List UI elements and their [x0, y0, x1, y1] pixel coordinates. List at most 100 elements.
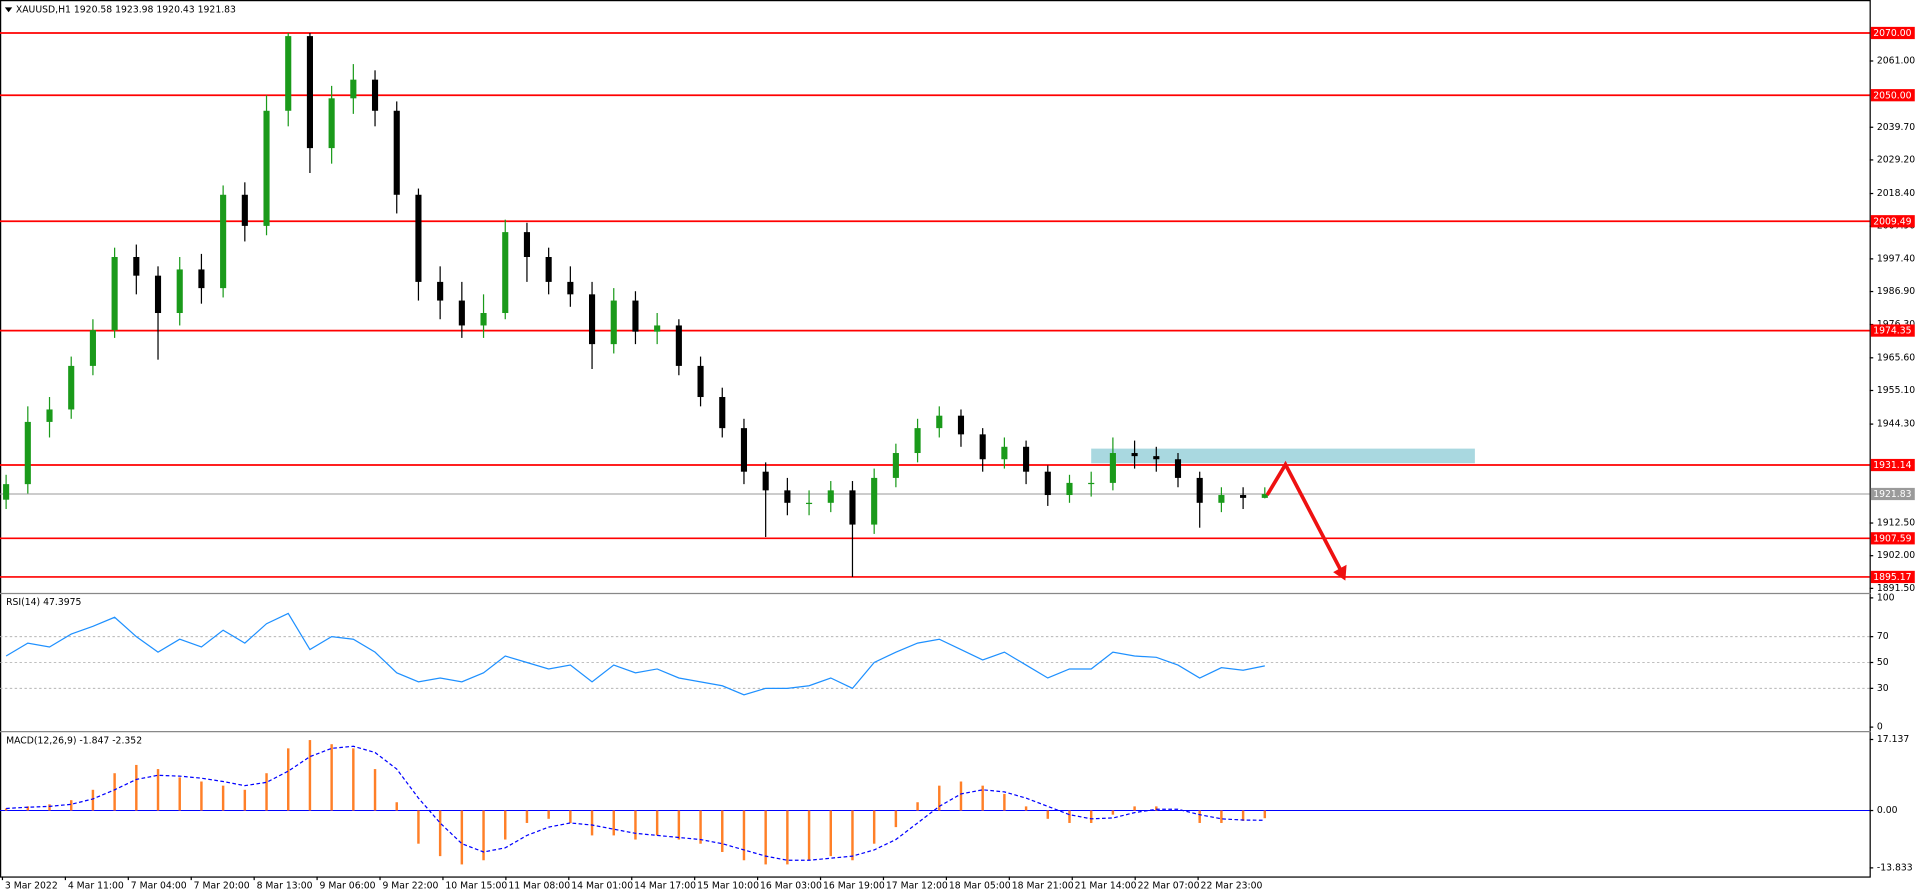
- macd-bar: [981, 785, 984, 811]
- candle-body: [328, 98, 335, 149]
- candle-body: [1174, 459, 1182, 478]
- macd-bar: [634, 810, 637, 840]
- candle-body: [263, 110, 270, 226]
- macd-bar: [764, 810, 767, 865]
- macd-bar: [872, 810, 876, 844]
- macd-bar: [1111, 810, 1115, 815]
- candle-body: [1153, 456, 1160, 460]
- candle-body: [220, 194, 227, 289]
- candle-body: [133, 257, 140, 276]
- macd-bar: [1133, 806, 1136, 811]
- level-label: 1974.35: [1873, 326, 1911, 337]
- macd-bar: [851, 810, 854, 861]
- x-tick-label: 3 Mar 2022: [5, 881, 58, 892]
- macd-bar: [1089, 810, 1093, 823]
- macd-bar: [265, 773, 268, 811]
- candle-body: [957, 415, 965, 435]
- y-tick-label: 2039.70: [1877, 122, 1915, 133]
- candle-body: [827, 490, 834, 503]
- candle-body: [1196, 477, 1203, 503]
- candle-body: [588, 294, 596, 345]
- x-tick-label: 18 Mar 05:00: [949, 881, 1011, 892]
- macd-bar: [417, 810, 420, 844]
- macd-bar: [156, 769, 160, 811]
- candle-body: [654, 325, 661, 332]
- x-tick-label: 22 Mar 07:00: [1138, 881, 1200, 892]
- macd-bar: [655, 810, 659, 836]
- rsi-title: RSI(14) 47.3975: [6, 597, 81, 608]
- x-tick-label: 4 Mar 11:00: [68, 881, 124, 892]
- macd-bar: [959, 781, 963, 811]
- x-tick-label: 18 Mar 21:00: [1012, 881, 1074, 892]
- level-label-box: [1870, 89, 1915, 102]
- candle-body: [154, 275, 162, 314]
- macd-bar: [894, 810, 898, 828]
- level-label: 1907.59: [1873, 533, 1911, 544]
- macd-bar: [221, 785, 225, 811]
- candle-body: [914, 428, 921, 454]
- x-tick-label: 15 Mar 10:00: [697, 881, 759, 892]
- candle-body: [806, 502, 813, 505]
- candle-body: [1131, 453, 1138, 457]
- candle-body: [176, 269, 183, 314]
- macd-bar: [786, 810, 789, 865]
- candle-body: [523, 232, 531, 258]
- candle-body: [632, 300, 639, 332]
- last-price-box: [1870, 487, 1915, 501]
- candle-body: [740, 428, 748, 472]
- macd-bar: [4, 808, 8, 811]
- last-price-label: 1921.83: [1873, 489, 1911, 500]
- candle-body: [784, 490, 791, 503]
- y-tick-label: 50: [1877, 657, 1889, 668]
- candle-body: [567, 281, 574, 295]
- macd-bar: [48, 804, 51, 811]
- forecast-arrow: [1265, 460, 1343, 571]
- candle-body: [1023, 446, 1030, 472]
- x-tick-label: 9 Mar 22:00: [382, 881, 438, 892]
- candle-body: [415, 194, 422, 282]
- y-tick-label: 1986.90: [1877, 286, 1915, 297]
- macd-bar: [438, 810, 442, 857]
- y-tick-label: 1912.50: [1877, 518, 1915, 529]
- candle-body: [68, 365, 75, 410]
- y-tick-label: 1891.50: [1877, 583, 1915, 594]
- y-tick-label: 0: [1877, 722, 1883, 733]
- rsi-line: [5, 612, 1265, 696]
- macd-bar: [829, 810, 832, 857]
- level-label: 2070.00: [1873, 28, 1911, 39]
- candle-body: [610, 300, 617, 345]
- candle-body: [437, 281, 444, 301]
- resistance-zone: [1091, 448, 1475, 464]
- macd-bar: [1046, 810, 1050, 819]
- level-label-box: [1870, 324, 1915, 337]
- x-tick-label: 14 Mar 17:00: [634, 881, 696, 892]
- candle-body: [1109, 453, 1116, 483]
- macd-bar: [26, 806, 30, 811]
- x-tick-label: 16 Mar 19:00: [823, 881, 885, 892]
- y-tick-label: -13.833: [1877, 862, 1913, 873]
- candle-body: [871, 477, 878, 525]
- y-tick-label: 70: [1877, 631, 1889, 642]
- candle-body: [480, 313, 487, 326]
- candle-body: [1218, 495, 1225, 503]
- macd-bar: [287, 748, 290, 811]
- candle-body: [285, 36, 292, 111]
- macd-bar: [699, 810, 702, 844]
- macd-bar: [1220, 810, 1223, 823]
- candle-body: [111, 257, 118, 331]
- signal-line: [6, 745, 1265, 861]
- x-tick-label: 11 Mar 08:00: [508, 881, 570, 892]
- macd-bar: [460, 810, 464, 865]
- chart-layer: 2061.002039.702029.202018.402007.901997.…: [0, 26, 1915, 892]
- candle-body: [306, 36, 313, 149]
- macd-bar: [525, 810, 529, 823]
- y-tick-label: 1902.00: [1877, 550, 1915, 561]
- candle-body: [371, 79, 379, 111]
- x-tick-label: 7 Mar 04:00: [131, 881, 187, 892]
- candle-body: [979, 434, 986, 460]
- macd-bar: [243, 789, 247, 811]
- macd-bar: [1263, 810, 1267, 819]
- y-tick-label: 1944.30: [1877, 419, 1915, 430]
- y-tick-label: 100: [1877, 592, 1895, 603]
